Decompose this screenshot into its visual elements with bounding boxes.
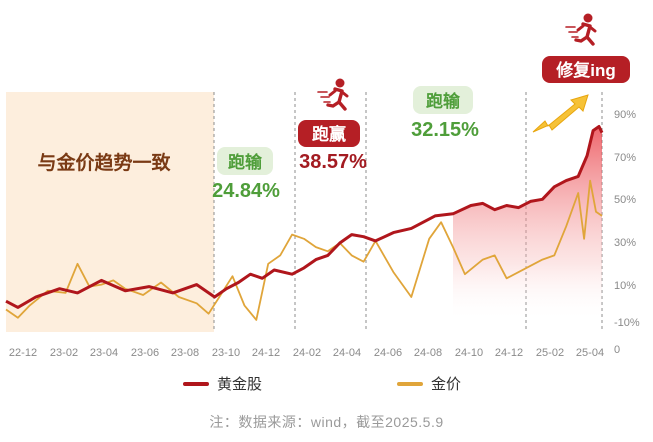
y-axis: 90% 70% 50% 30% 10% -10% 0 [614, 109, 640, 356]
annotation-consistent: 与金价趋势一致 [37, 151, 171, 174]
x-tick-label: 24-12 [495, 347, 523, 359]
annotation-label-outperform: 跑赢 [312, 124, 346, 144]
series-line-gold [5, 179, 603, 321]
x-tick-label: 23-10 [212, 347, 240, 359]
legend-label-stock: 黄金股 [217, 376, 263, 393]
x-tick-label: 24-10 [455, 347, 483, 359]
stock-area-fill [453, 126, 602, 322]
y-tick-label: 10% [614, 280, 636, 292]
x-tick-label: 23-02 [50, 347, 78, 359]
runner-icon [565, 13, 597, 46]
source-note: 注：数据来源：wind，截至2025.5.9 [209, 414, 444, 430]
x-tick-label: 23-04 [90, 347, 118, 359]
y-tick-label: 70% [614, 152, 636, 164]
x-tick-label: 22-12 [9, 347, 37, 359]
x-axis: 22-12 23-02 23-04 23-06 23-08 23-10 24-1… [9, 347, 604, 359]
x-tick-label: 24-02 [293, 347, 321, 359]
trend-up-arrow-icon [532, 94, 589, 133]
x-tick-label: 24-04 [333, 347, 361, 359]
x-tick-label: 24-12 [252, 347, 280, 359]
y-tick-label: 0 [614, 344, 620, 356]
annotation-badge-underperform-2 [413, 86, 473, 114]
x-tick-label: 25-04 [576, 347, 604, 359]
x-tick-label: 25-02 [536, 347, 564, 359]
runner-icon [317, 78, 349, 111]
annotation-label-underperform-1: 跑输 [228, 152, 263, 172]
annotation-label-underperform-2: 跑输 [426, 91, 461, 111]
x-tick-label: 23-06 [131, 347, 159, 359]
annotation-badge-underperform-1 [217, 147, 273, 175]
annotation-value-outperform: 38.57% [299, 151, 367, 173]
legend-swatch-stock [183, 381, 209, 386]
annotation-label-recovering: 修复ing [555, 60, 616, 80]
y-tick-label: 90% [614, 109, 636, 121]
y-tick-label: 50% [614, 194, 636, 206]
x-tick-label: 23-08 [171, 347, 199, 359]
annotation-badge-outperform [298, 120, 360, 147]
y-tick-label: -10% [614, 317, 640, 329]
legend-item-stock: 黄金股 [183, 373, 262, 394]
series-line-stock [5, 125, 604, 309]
annotation-badge-recovering [542, 56, 630, 83]
x-tick-label: 24-08 [414, 347, 442, 359]
x-tick-label: 24-06 [374, 347, 402, 359]
annotation-value-underperform-1: 24.84% [212, 180, 280, 202]
legend-swatch-gold [397, 381, 423, 386]
legend-item-gold: 金价 [397, 373, 461, 394]
annotation-value-underperform-2: 32.15% [411, 119, 479, 141]
y-tick-label: 30% [614, 237, 636, 249]
legend-label-gold: 金价 [431, 376, 462, 393]
